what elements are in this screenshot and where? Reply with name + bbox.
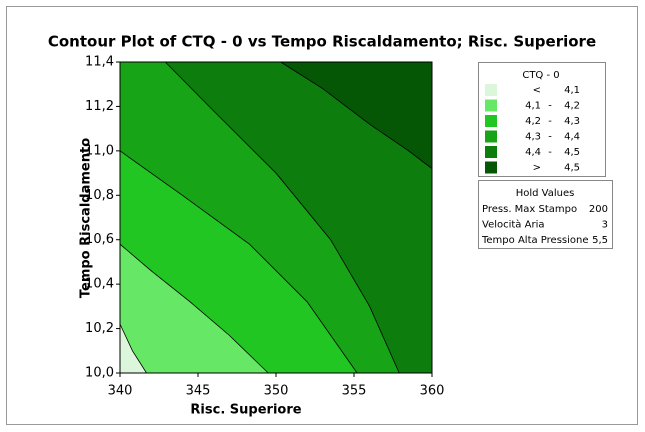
legend-to: 4,4 <box>564 132 580 143</box>
hold-value: 3 <box>602 220 608 231</box>
y-tick-label: 10,0 <box>85 366 114 381</box>
hold-box <box>478 180 613 249</box>
legend-sep: - <box>548 101 552 112</box>
legend-swatch <box>485 84 497 96</box>
y-tick-label: 11,2 <box>85 99 114 114</box>
x-tick-label: 360 <box>420 384 445 399</box>
legend-to: 4,5 <box>564 163 580 174</box>
legend-sep: - <box>548 116 552 127</box>
legend-from: < <box>533 85 541 96</box>
hold-name: Press. Max Stampo <box>482 204 577 215</box>
y-axis-label: Tempo Riscaldamento <box>79 138 94 298</box>
legend-swatch <box>485 130 497 143</box>
legend-from: 4,1 <box>525 101 541 112</box>
y-tick-label: 10,8 <box>85 188 114 203</box>
legend-from: 4,3 <box>525 132 541 143</box>
contour-fill <box>120 62 432 373</box>
y-tick-label: 11,4 <box>85 55 114 70</box>
y-tick-label: 10,2 <box>85 321 114 336</box>
legend-sep: - <box>548 132 552 143</box>
legend-to: 4,5 <box>564 147 580 158</box>
legend-swatch <box>485 146 497 158</box>
legend-swatch <box>485 99 497 112</box>
x-tick-label: 355 <box>342 384 367 399</box>
legend-box <box>478 62 606 177</box>
legend-from: 4,4 <box>525 147 541 158</box>
contour-line <box>164 61 400 374</box>
legend-to: 4,1 <box>564 85 580 96</box>
legend-swatch <box>485 115 497 127</box>
x-tick-label: 345 <box>186 384 211 399</box>
y-tick-label: 10,6 <box>85 232 114 247</box>
x-tick-label: 340 <box>108 384 133 399</box>
y-tick-label: 11,0 <box>85 143 114 158</box>
contour-line <box>119 323 147 374</box>
x-axis-label: Risc. Superiore <box>190 403 301 418</box>
x-tick-label: 350 <box>264 384 289 399</box>
y-tick-label: 10,4 <box>85 277 114 292</box>
contour-line <box>119 150 358 374</box>
hold-title: Hold Values <box>516 188 575 199</box>
legend-from: 4,2 <box>525 116 541 127</box>
legend-sep: - <box>548 147 552 158</box>
contour-line <box>119 243 269 374</box>
contour-fill <box>120 62 432 373</box>
hold-value: 5,5 <box>592 235 608 246</box>
legend-from: > <box>533 163 541 174</box>
contour-line <box>280 61 433 169</box>
legend-swatch <box>485 161 497 174</box>
hold-value: 200 <box>589 204 608 215</box>
hold-name: Tempo Alta Pressione <box>481 235 589 246</box>
hold-name: Velocità Aria <box>482 219 544 231</box>
legend-to: 4,3 <box>564 116 580 127</box>
legend-title: CTQ - 0 <box>522 70 559 81</box>
legend-to: 4,2 <box>564 101 580 112</box>
chart-title: Contour Plot of CTQ - 0 vs Tempo Riscald… <box>48 33 596 51</box>
